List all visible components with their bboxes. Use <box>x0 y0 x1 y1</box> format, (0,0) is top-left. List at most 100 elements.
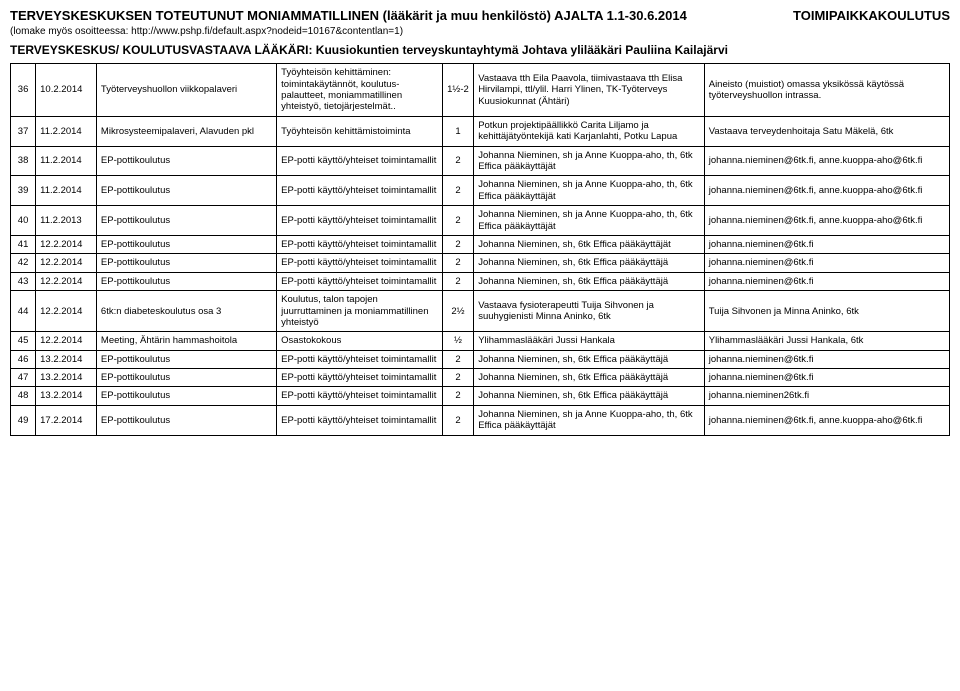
cell-date: 12.2.2014 <box>36 332 97 350</box>
table-row: 49 17.2.2014 EP-pottikoulutus EP-potti k… <box>11 405 950 435</box>
cell-who: Potkun projektipäällikkö Carita Liljamo … <box>474 116 705 146</box>
cell-name: EP-pottikoulutus <box>96 405 276 435</box>
table-row: 45 12.2.2014 Meeting, Ähtärin hammashoit… <box>11 332 950 350</box>
cell-topic: EP-potti käyttö/yhteiset toimintamallit <box>277 235 443 253</box>
table-row: 46 13.2.2014 EP-pottikoulutus EP-potti k… <box>11 350 950 368</box>
cell-topic: EP-potti käyttö/yhteiset toimintamallit <box>277 206 443 236</box>
table-row: 44 12.2.2014 6tk:n diabeteskoulutus osa … <box>11 291 950 332</box>
cell-date: 10.2.2014 <box>36 64 97 117</box>
cell-who: Johanna Nieminen, sh ja Anne Kuoppa-aho,… <box>474 206 705 236</box>
cell-name: EP-pottikoulutus <box>96 146 276 176</box>
cell-name: EP-pottikoulutus <box>96 254 276 272</box>
cell-notes: johanna.nieminen@6tk.fi <box>704 369 949 387</box>
cell-topic: Osastokokous <box>277 332 443 350</box>
cell-topic: Työyhteisön kehittämistoiminta <box>277 116 443 146</box>
cell-date: 13.2.2014 <box>36 387 97 405</box>
cell-notes: johanna.nieminen@6tk.fi, anne.kuoppa-aho… <box>704 206 949 236</box>
cell-who: Johanna Nieminen, sh ja Anne Kuoppa-aho,… <box>474 405 705 435</box>
cell-date: 12.2.2014 <box>36 272 97 290</box>
cell-dur: 2 <box>442 206 473 236</box>
cell-topic: EP-potti käyttö/yhteiset toimintamallit <box>277 272 443 290</box>
table-row: 47 13.2.2014 EP-pottikoulutus EP-potti k… <box>11 369 950 387</box>
cell-date: 11.2.2013 <box>36 206 97 236</box>
cell-dur: 2 <box>442 146 473 176</box>
cell-num: 49 <box>11 405 36 435</box>
cell-name: EP-pottikoulutus <box>96 235 276 253</box>
header: TERVEYSKESKUKSEN TOTEUTUNUT MONIAMMATILL… <box>10 8 950 24</box>
cell-name: EP-pottikoulutus <box>96 272 276 290</box>
cell-topic: EP-potti käyttö/yhteiset toimintamallit <box>277 350 443 368</box>
cell-date: 12.2.2014 <box>36 235 97 253</box>
cell-who: Vastaava tth Eila Paavola, tiimivastaava… <box>474 64 705 117</box>
cell-notes: johanna.nieminen@6tk.fi <box>704 350 949 368</box>
cell-who: Johanna Nieminen, sh ja Anne Kuoppa-aho,… <box>474 176 705 206</box>
cell-date: 11.2.2014 <box>36 116 97 146</box>
cell-name: 6tk:n diabeteskoulutus osa 3 <box>96 291 276 332</box>
table-row: 39 11.2.2014 EP-pottikoulutus EP-potti k… <box>11 176 950 206</box>
cell-num: 48 <box>11 387 36 405</box>
cell-dur: 1 <box>442 116 473 146</box>
cell-notes: johanna.nieminen26tk.fi <box>704 387 949 405</box>
cell-dur: 2½ <box>442 291 473 332</box>
cell-who: Johanna Nieminen, sh, 6tk Effica pääkäyt… <box>474 387 705 405</box>
page-title-right: TOIMIPAIKKAKOULUTUS <box>793 8 950 23</box>
cell-name: Mikrosysteemipalaveri, Alavuden pkl <box>96 116 276 146</box>
cell-dur: 2 <box>442 405 473 435</box>
cell-dur: 2 <box>442 387 473 405</box>
cell-date: 13.2.2014 <box>36 369 97 387</box>
cell-num: 45 <box>11 332 36 350</box>
cell-dur: ½ <box>442 332 473 350</box>
page-title-left: TERVEYSKESKUKSEN TOTEUTUNUT MONIAMMATILL… <box>10 8 687 24</box>
table-row: 37 11.2.2014 Mikrosysteemipalaveri, Alav… <box>11 116 950 146</box>
cell-notes: Vastaava terveydenhoitaja Satu Mäkelä, 6… <box>704 116 949 146</box>
cell-date: 11.2.2014 <box>36 146 97 176</box>
cell-num: 47 <box>11 369 36 387</box>
cell-dur: 2 <box>442 369 473 387</box>
cell-dur: 2 <box>442 350 473 368</box>
cell-name: Meeting, Ähtärin hammashoitola <box>96 332 276 350</box>
cell-num: 40 <box>11 206 36 236</box>
cell-who: Johanna Nieminen, sh ja Anne Kuoppa-aho,… <box>474 146 705 176</box>
cell-name: EP-pottikoulutus <box>96 369 276 387</box>
cell-dur: 1½-2 <box>442 64 473 117</box>
form-url-note: (lomake myös osoitteessa: http://www.psh… <box>10 26 950 37</box>
cell-topic: EP-potti käyttö/yhteiset toimintamallit <box>277 405 443 435</box>
cell-topic: EP-potti käyttö/yhteiset toimintamallit <box>277 176 443 206</box>
table-row: 36 10.2.2014 Työterveyshuollon viikkopal… <box>11 64 950 117</box>
cell-name: EP-pottikoulutus <box>96 387 276 405</box>
cell-date: 13.2.2014 <box>36 350 97 368</box>
training-table: 36 10.2.2014 Työterveyshuollon viikkopal… <box>10 63 950 435</box>
cell-notes: johanna.nieminen@6tk.fi, anne.kuoppa-aho… <box>704 405 949 435</box>
cell-num: 36 <box>11 64 36 117</box>
cell-who: Johanna Nieminen, sh, 6tk Effica pääkäyt… <box>474 254 705 272</box>
table-row: 38 11.2.2014 EP-pottikoulutus EP-potti k… <box>11 146 950 176</box>
cell-notes: johanna.nieminen@6tk.fi <box>704 272 949 290</box>
table-row: 40 11.2.2013 EP-pottikoulutus EP-potti k… <box>11 206 950 236</box>
cell-notes: johanna.nieminen@6tk.fi <box>704 235 949 253</box>
cell-num: 43 <box>11 272 36 290</box>
cell-topic: EP-potti käyttö/yhteiset toimintamallit <box>277 369 443 387</box>
cell-dur: 2 <box>442 176 473 206</box>
cell-notes: johanna.nieminen@6tk.fi, anne.kuoppa-aho… <box>704 146 949 176</box>
cell-topic: EP-potti käyttö/yhteiset toimintamallit <box>277 254 443 272</box>
cell-name: EP-pottikoulutus <box>96 350 276 368</box>
table-row: 48 13.2.2014 EP-pottikoulutus EP-potti k… <box>11 387 950 405</box>
training-table-body: 36 10.2.2014 Työterveyshuollon viikkopal… <box>11 64 950 435</box>
cell-notes: johanna.nieminen@6tk.fi <box>704 254 949 272</box>
table-row: 43 12.2.2014 EP-pottikoulutus EP-potti k… <box>11 272 950 290</box>
cell-dur: 2 <box>442 272 473 290</box>
subtitle: TERVEYSKESKUS/ KOULUTUSVASTAAVA LÄÄKÄRI:… <box>10 43 950 57</box>
cell-topic: Koulutus, talon tapojen juurruttaminen j… <box>277 291 443 332</box>
cell-topic: Työyhteisön kehittäminen: toimintakäytän… <box>277 64 443 117</box>
cell-name: EP-pottikoulutus <box>96 176 276 206</box>
cell-who: Vastaava fysioterapeutti Tuija Sihvonen … <box>474 291 705 332</box>
cell-who: Ylihammaslääkäri Jussi Hankala <box>474 332 705 350</box>
cell-notes: Tuija Sihvonen ja Minna Aninko, 6tk <box>704 291 949 332</box>
page: TERVEYSKESKUKSEN TOTEUTUNUT MONIAMMATILL… <box>0 0 960 450</box>
cell-num: 44 <box>11 291 36 332</box>
cell-num: 38 <box>11 146 36 176</box>
cell-date: 17.2.2014 <box>36 405 97 435</box>
cell-who: Johanna Nieminen, sh, 6tk Effica pääkäyt… <box>474 369 705 387</box>
cell-notes: johanna.nieminen@6tk.fi, anne.kuoppa-aho… <box>704 176 949 206</box>
cell-notes: Ylihammaslääkäri Jussi Hankala, 6tk <box>704 332 949 350</box>
